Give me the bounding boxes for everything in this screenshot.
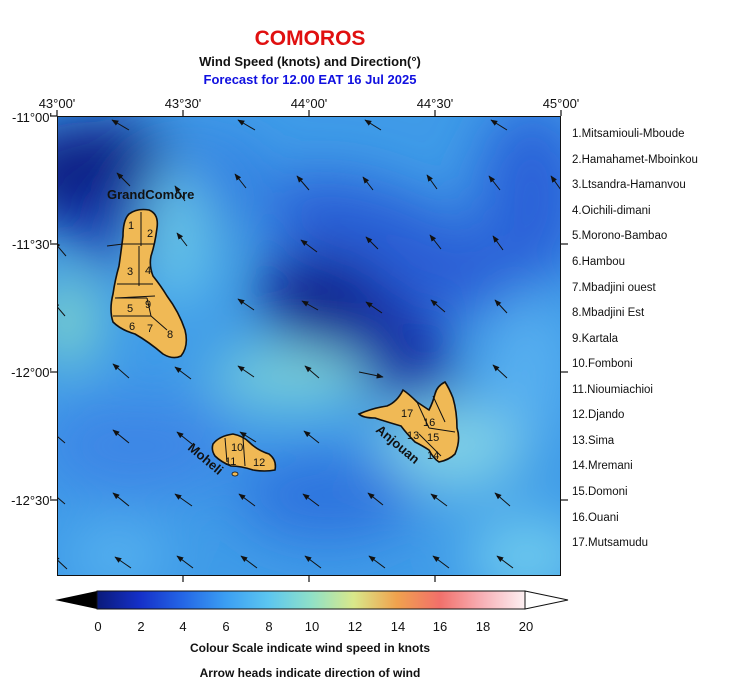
lat-label-11-30: -11°30' (12, 237, 52, 252)
district-number-1: 1 (128, 220, 134, 232)
forecast-time: Forecast for 12.00 EAT 16 Jul 2025 (203, 72, 417, 87)
colorbar-caption: Colour Scale indicate wind speed in knot… (189, 641, 431, 655)
district-number-12: 12 (253, 457, 265, 469)
colorbar-tick: 6 (222, 619, 230, 634)
colorbar-tick: 10 (304, 619, 320, 634)
district-list-item: 11.Nioumiachioi (572, 384, 653, 396)
wind-speed-colorbar (55, 590, 569, 610)
wind-arrows (57, 119, 561, 570)
lat-label-11-00: -11°00' (12, 110, 52, 125)
colorbar-max-triangle (524, 590, 569, 610)
district-number-7: 7 (147, 323, 153, 335)
district-list-item: 1.Mitsamiouli-Mboude (572, 128, 685, 140)
district-number-17: 17 (401, 408, 413, 420)
arrow-caption: Arrow heads indicate direction of wind (199, 666, 421, 680)
district-list-item: 6.Hambou (572, 256, 626, 268)
district-number-10: 10 (231, 442, 243, 454)
colorbar-tick: 4 (179, 619, 187, 634)
district-list-item: 9.Kartala (572, 333, 619, 345)
map-title: COMOROS (254, 27, 366, 50)
district-number-11: 11 (225, 456, 236, 468)
district-number-6: 6 (129, 321, 135, 333)
wind-map: 1 2 3 4 5 6 7 8 9 GrandComore 10 11 12 M… (57, 116, 561, 576)
lon-label-44-30: 44°30' (416, 96, 454, 111)
district-number-8: 8 (167, 329, 173, 341)
district-number-16: 16 (423, 417, 435, 429)
lon-label-44-00: 44°00' (290, 96, 328, 111)
grande-comore-label: GrandComore (107, 187, 194, 202)
district-list-item: 2.Hamahamet-Mboinkou (572, 154, 698, 166)
grande-comore-island: 1 2 3 4 5 6 7 8 9 GrandComore (106, 187, 194, 359)
colorbar-tick: 20 (518, 619, 534, 634)
lat-label-12-00: -12°00' (11, 365, 52, 380)
colorbar-min-triangle (55, 591, 97, 609)
lon-label-43-30: 43°30' (164, 96, 202, 111)
colorbar-tick: 16 (432, 619, 448, 634)
lon-label-45-00: 45°00' (542, 96, 580, 111)
district-list-item: 12.Djando (572, 409, 625, 421)
map-frame-ticks (50, 110, 568, 582)
district-list-item: 15.Domoni (572, 486, 628, 498)
colorbar-tick: 8 (265, 619, 273, 634)
district-list-item: 10.Fomboni (572, 358, 633, 370)
colorbar-tick: 0 (94, 619, 102, 634)
district-list-item: 17.Mutsamudu (572, 537, 649, 549)
district-number-14: 14 (427, 450, 439, 462)
district-list-item: 5.Morono-Bambao (572, 230, 668, 242)
district-list-item: 16.Ouani (572, 512, 619, 524)
district-list-item: 14.Mremani (572, 460, 633, 472)
colorbar-tick: 2 (137, 619, 145, 634)
colorbar-tick: 18 (475, 619, 491, 634)
lon-label-43-00: 43°00' (38, 96, 76, 111)
district-number-9: 9 (145, 299, 151, 311)
district-number-2: 2 (147, 228, 153, 240)
district-list-item: 13.Sima (572, 435, 615, 447)
district-number-4: 4 (145, 265, 151, 277)
district-list-item: 7.Mbadjini ouest (572, 282, 656, 294)
district-list-item: 8.Mbadjini Est (572, 307, 645, 319)
district-number-13: 13 (407, 430, 419, 442)
district-list-item: 3.Ltsandra-Hamanvou (572, 179, 686, 191)
district-number-3: 3 (127, 266, 133, 278)
district-number-15: 15 (427, 432, 439, 444)
colorbar-tick: 12 (347, 619, 363, 634)
map-subtitle: Wind Speed (knots) and Direction(°) (199, 54, 421, 69)
district-list-item: 4.Oichili-dimani (572, 205, 651, 217)
colorbar-tick: 14 (390, 619, 406, 634)
district-number-5: 5 (127, 303, 133, 315)
lat-label-12-30: -12°30' (11, 493, 52, 508)
